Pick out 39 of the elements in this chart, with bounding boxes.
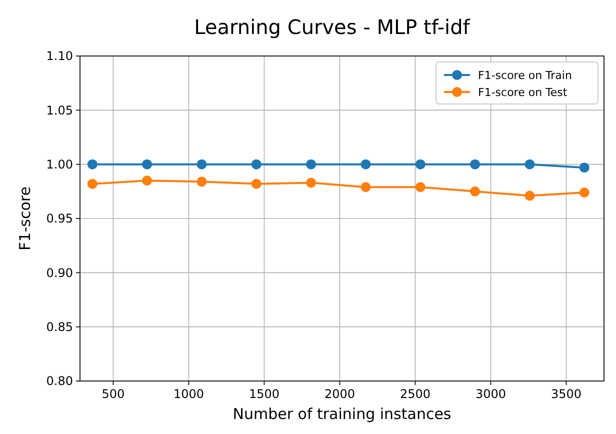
point xyxy=(415,182,426,192)
point xyxy=(360,159,371,170)
y-tick-label: 1.10 xyxy=(46,49,73,64)
y-axis-title: F1-score xyxy=(16,186,34,250)
point xyxy=(87,178,98,189)
x-tick-label: 1000 xyxy=(173,387,204,401)
point xyxy=(196,176,207,187)
x-tick-label: 1500 xyxy=(248,387,280,401)
point xyxy=(524,190,535,201)
x-axis-title: Number of training instances xyxy=(232,405,452,423)
point xyxy=(579,162,590,173)
x-tick-label: 500 xyxy=(102,387,125,401)
point xyxy=(470,159,480,170)
point xyxy=(306,178,316,188)
x-tick-label: 3500 xyxy=(550,387,582,401)
y-tick-label: 0.95 xyxy=(46,212,73,226)
point xyxy=(579,188,590,198)
y-tick-label: 1.05 xyxy=(46,103,73,118)
legend-label: F1-score on Test xyxy=(478,86,568,99)
legend-label: F1-score on Train xyxy=(478,68,572,82)
point xyxy=(306,159,316,170)
point xyxy=(251,178,262,189)
point xyxy=(142,159,152,170)
x-tick-label: 2500 xyxy=(400,387,431,401)
point xyxy=(87,159,98,170)
point xyxy=(142,176,152,186)
chart-title: Learning Curves - MLP tf-idf xyxy=(194,15,471,39)
x-tick-label: 2000 xyxy=(324,387,356,401)
point xyxy=(251,159,262,170)
y-tick-label: 0.85 xyxy=(46,320,73,334)
y-tick-label: 1.00 xyxy=(46,158,73,172)
y-tick-label: 0.90 xyxy=(46,266,73,280)
y-tick-label: 0.80 xyxy=(46,374,73,388)
point xyxy=(415,159,426,170)
point xyxy=(470,186,480,196)
x-tick-label: 3000 xyxy=(475,387,506,401)
point xyxy=(524,159,535,170)
point xyxy=(196,159,207,170)
point xyxy=(360,182,371,192)
